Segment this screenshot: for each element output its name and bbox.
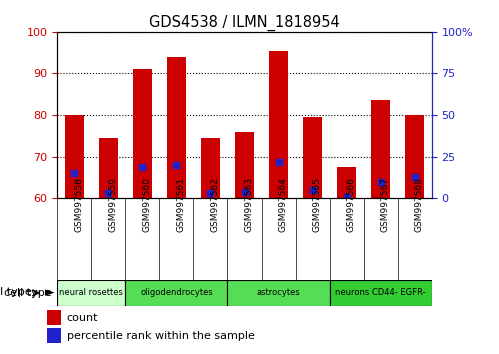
Text: GSM997562: GSM997562 [211, 177, 220, 232]
Text: GSM997566: GSM997566 [347, 177, 356, 232]
Point [274, 159, 282, 165]
Point [138, 164, 146, 170]
Text: GSM997567: GSM997567 [381, 177, 390, 232]
Text: GSM997560: GSM997560 [142, 177, 151, 232]
Bar [65, 115, 84, 198]
Text: GSM997559: GSM997559 [108, 177, 117, 232]
Bar [405, 115, 424, 198]
Bar [99, 138, 118, 198]
Bar [47, 310, 61, 325]
Text: ►: ► [45, 286, 55, 299]
Point [207, 190, 215, 196]
Text: oligodendrocytes: oligodendrocytes [140, 289, 213, 297]
Point [411, 174, 419, 179]
Bar [125, 280, 228, 306]
Text: neurons CD44- EGFR-: neurons CD44- EGFR- [335, 289, 426, 297]
Text: neural rosettes: neural rosettes [59, 289, 123, 297]
Bar [337, 167, 356, 198]
Text: GSM997565: GSM997565 [312, 177, 321, 232]
Bar [57, 280, 125, 306]
Text: cell type: cell type [4, 288, 55, 298]
Bar [235, 132, 254, 198]
Point [241, 189, 249, 194]
Point [70, 170, 78, 176]
Text: cell type: cell type [0, 287, 31, 297]
Bar [269, 51, 288, 198]
Bar [329, 280, 432, 306]
Point [308, 187, 316, 193]
Text: count: count [66, 313, 98, 322]
Text: GSM997558: GSM997558 [74, 177, 83, 232]
Bar [371, 101, 390, 198]
Bar [133, 69, 152, 198]
Text: GSM997563: GSM997563 [245, 177, 253, 232]
Bar [47, 329, 61, 343]
Bar [228, 280, 329, 306]
Point [343, 194, 351, 199]
Text: GSM997561: GSM997561 [177, 177, 186, 232]
Bar [303, 117, 322, 198]
Bar [167, 57, 186, 198]
Point [104, 190, 112, 196]
Text: GSM997564: GSM997564 [278, 177, 287, 232]
Text: astrocytes: astrocytes [256, 289, 300, 297]
Title: GDS4538 / ILMN_1818954: GDS4538 / ILMN_1818954 [149, 14, 340, 30]
Text: GSM997568: GSM997568 [415, 177, 424, 232]
Text: percentile rank within the sample: percentile rank within the sample [66, 331, 254, 341]
Point [173, 162, 181, 168]
Bar [201, 138, 220, 198]
Point [377, 179, 385, 184]
